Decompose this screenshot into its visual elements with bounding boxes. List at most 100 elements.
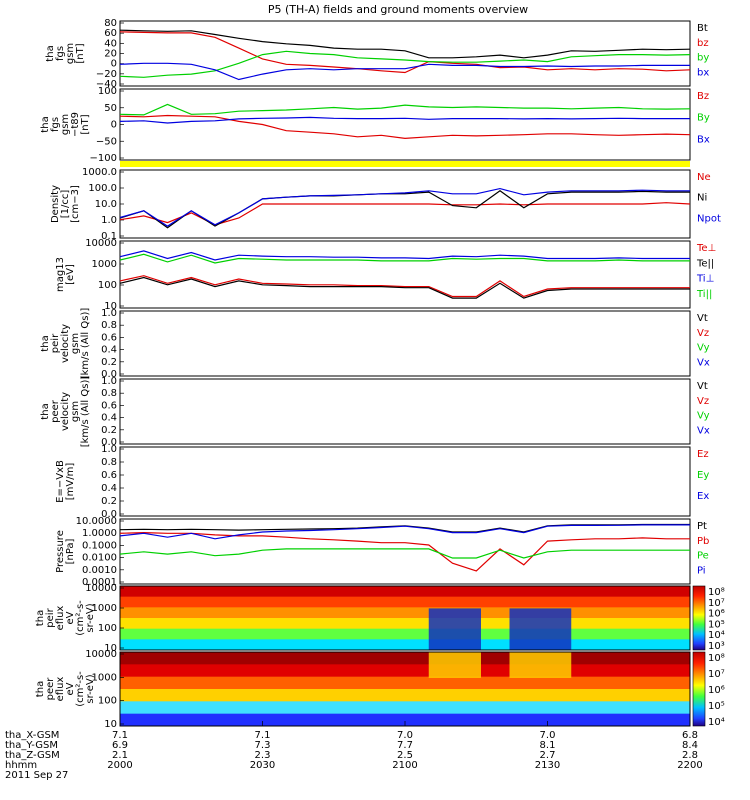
series-Ti||	[119, 253, 690, 264]
colorbar-gradient	[692, 585, 706, 651]
y-axis-label-line: eflux	[55, 606, 66, 631]
panel-frame	[119, 88, 691, 161]
panel-frame	[119, 518, 691, 585]
ephemeris-label: tha_Z-GSM	[5, 750, 60, 761]
colorbar-gradient	[692, 651, 706, 727]
legend-entry: Bz	[697, 91, 709, 102]
y-axis-label-line: eV	[65, 611, 76, 624]
spectrogram-band	[120, 676, 690, 690]
series-Te⊥	[119, 275, 690, 298]
legend-entry: Npot	[697, 213, 721, 224]
y-tick-label: 0.4	[101, 483, 117, 494]
y-axis-label-line: [nT]	[80, 114, 91, 134]
y-axis-label-line: tha	[45, 45, 56, 61]
legend-entry: Ni	[697, 193, 707, 204]
series-By	[119, 103, 691, 116]
y-tick-label: 0	[111, 120, 117, 131]
y-axis-label-line: eflux	[55, 677, 66, 702]
colorbar-label: 10⁶	[708, 685, 725, 696]
panel-fgs_t89: 100 50 0 −50 −100 thafgsgsm−t89[nT] Bz By Bx	[40, 86, 710, 164]
colorbar-label: 10³	[708, 641, 725, 652]
y-axis-label-line: E=−VxB	[55, 460, 66, 503]
y-axis-label: thapeerefluxeV(cm²-s-sr-eV)	[35, 671, 96, 707]
ephemeris-value: 2100	[392, 760, 417, 771]
spectrogram-band	[120, 639, 690, 651]
y-tick-label: −100	[90, 153, 117, 164]
series-bx	[119, 62, 690, 81]
series-Npot	[119, 187, 690, 227]
y-axis-label-line: gsm	[60, 114, 71, 135]
y-tick-label: 80	[104, 18, 117, 29]
y-axis-label-line: peer	[45, 677, 56, 701]
y-tick-label: 0.6	[101, 400, 117, 411]
legend-entry: Vz	[697, 328, 709, 339]
y-axis-label: thafgsgsm[nT]	[45, 43, 86, 64]
legend-entry: Vx	[697, 425, 710, 436]
y-tick-label: 0.4	[101, 345, 117, 356]
y-axis-label-line: [1/cc]	[60, 190, 71, 219]
y-tick-label: 20	[104, 49, 117, 60]
y-tick-label: 0.0	[101, 509, 117, 520]
y-axis-label-line: (cm²-s-	[75, 600, 86, 636]
y-axis-label-line: [mV/m]	[65, 463, 76, 501]
legend-entry: Vy	[697, 411, 710, 422]
legend-entry: Ne	[697, 172, 711, 183]
spectrogram-band	[120, 628, 690, 640]
ephemeris-value: 7.0	[397, 730, 413, 741]
y-tick-label: 10	[104, 719, 117, 730]
colorbar-peer_eflux: 10⁸ 10⁷ 10⁶ 10⁵ 10⁴	[692, 651, 725, 728]
legend-entry: Bt	[697, 23, 708, 34]
ephemeris-value: 2.8	[682, 750, 698, 761]
colorbar-label: 10⁴	[708, 717, 725, 728]
panel-frame	[119, 240, 691, 309]
legend-entry: Ex	[697, 491, 709, 502]
y-axis-label-line: tha	[40, 335, 51, 351]
y-tick-label: 0.8	[101, 388, 117, 399]
series-Bx	[119, 116, 690, 124]
y-tick-label: 1000	[92, 259, 117, 270]
legend-entry: Vx	[697, 357, 710, 368]
spectrogram-band	[120, 607, 690, 619]
y-axis-label: E=−VxB[mV/m]	[55, 460, 76, 503]
ephemeris-value: 7.3	[255, 740, 271, 751]
spectrogram-band	[120, 618, 690, 630]
y-axis-label-line: velocity	[60, 392, 71, 431]
y-tick-label: −40	[96, 79, 117, 90]
series-Te||	[119, 276, 690, 299]
y-tick-label: 0.0010	[82, 565, 117, 576]
ephemeris-label: hhmm	[5, 760, 37, 771]
legend-entry: Ti⊥	[696, 274, 714, 285]
colorbar-label: 10⁵	[708, 701, 725, 712]
spectrogram-band	[120, 652, 690, 665]
legend-entry: Ti||	[696, 289, 712, 300]
y-tick-label: 60	[104, 28, 117, 39]
series-Ni	[119, 190, 690, 229]
panel-peir_vel: 1.00.80.6 0.40.20.0 thapeirvelocitygsm[km/…	[40, 308, 710, 380]
date-label: 2011 Sep 27	[5, 770, 68, 781]
legend-entry: Pb	[697, 536, 709, 547]
panel-frame	[119, 446, 691, 517]
y-tick-label: 0.1	[101, 231, 117, 242]
y-axis-label: thapeervelocitygsm[km/s (All Qs)]	[40, 376, 91, 448]
ephemeris-value: 2.1	[112, 750, 128, 761]
ephemeris-value: 8.4	[682, 740, 698, 751]
y-tick-label: 10.0000	[76, 516, 117, 527]
panels: 806040200−20−40thafgsgsm[nT]Btbzbybx1005…	[35, 18, 725, 730]
ephemeris-label: tha_Y-GSM	[5, 740, 58, 751]
y-tick-label: 0.1000	[82, 540, 117, 551]
y-axis-label-line: [nT]	[75, 43, 86, 63]
y-tick-label: 0	[111, 59, 117, 70]
y-tick-label: 10.0	[95, 199, 117, 210]
y-tick-label: 1.0	[101, 308, 117, 319]
y-tick-label: 0.2	[101, 357, 117, 368]
ephemeris-label: tha_X-GSM	[5, 730, 59, 741]
y-axis-label: mag13[eV]	[55, 257, 76, 292]
y-axis-label-line: velocity	[60, 324, 71, 363]
ephemeris-value: 7.0	[540, 730, 556, 741]
ephemeris-value: 2.7	[540, 750, 556, 761]
panel-temp: 10000 1000 100 10 mag13[eV] Te⊥ Te|| Ti⊥ Ti||	[55, 238, 716, 312]
y-axis-label-line: [nPa]	[65, 538, 76, 564]
y-axis-label-line: peer	[50, 399, 61, 423]
panel-efield: 1.0 0.8 0.6 0.4 0.2 0.0 E=−VxB[mV/m] Ez Ey Ex	[55, 444, 709, 520]
